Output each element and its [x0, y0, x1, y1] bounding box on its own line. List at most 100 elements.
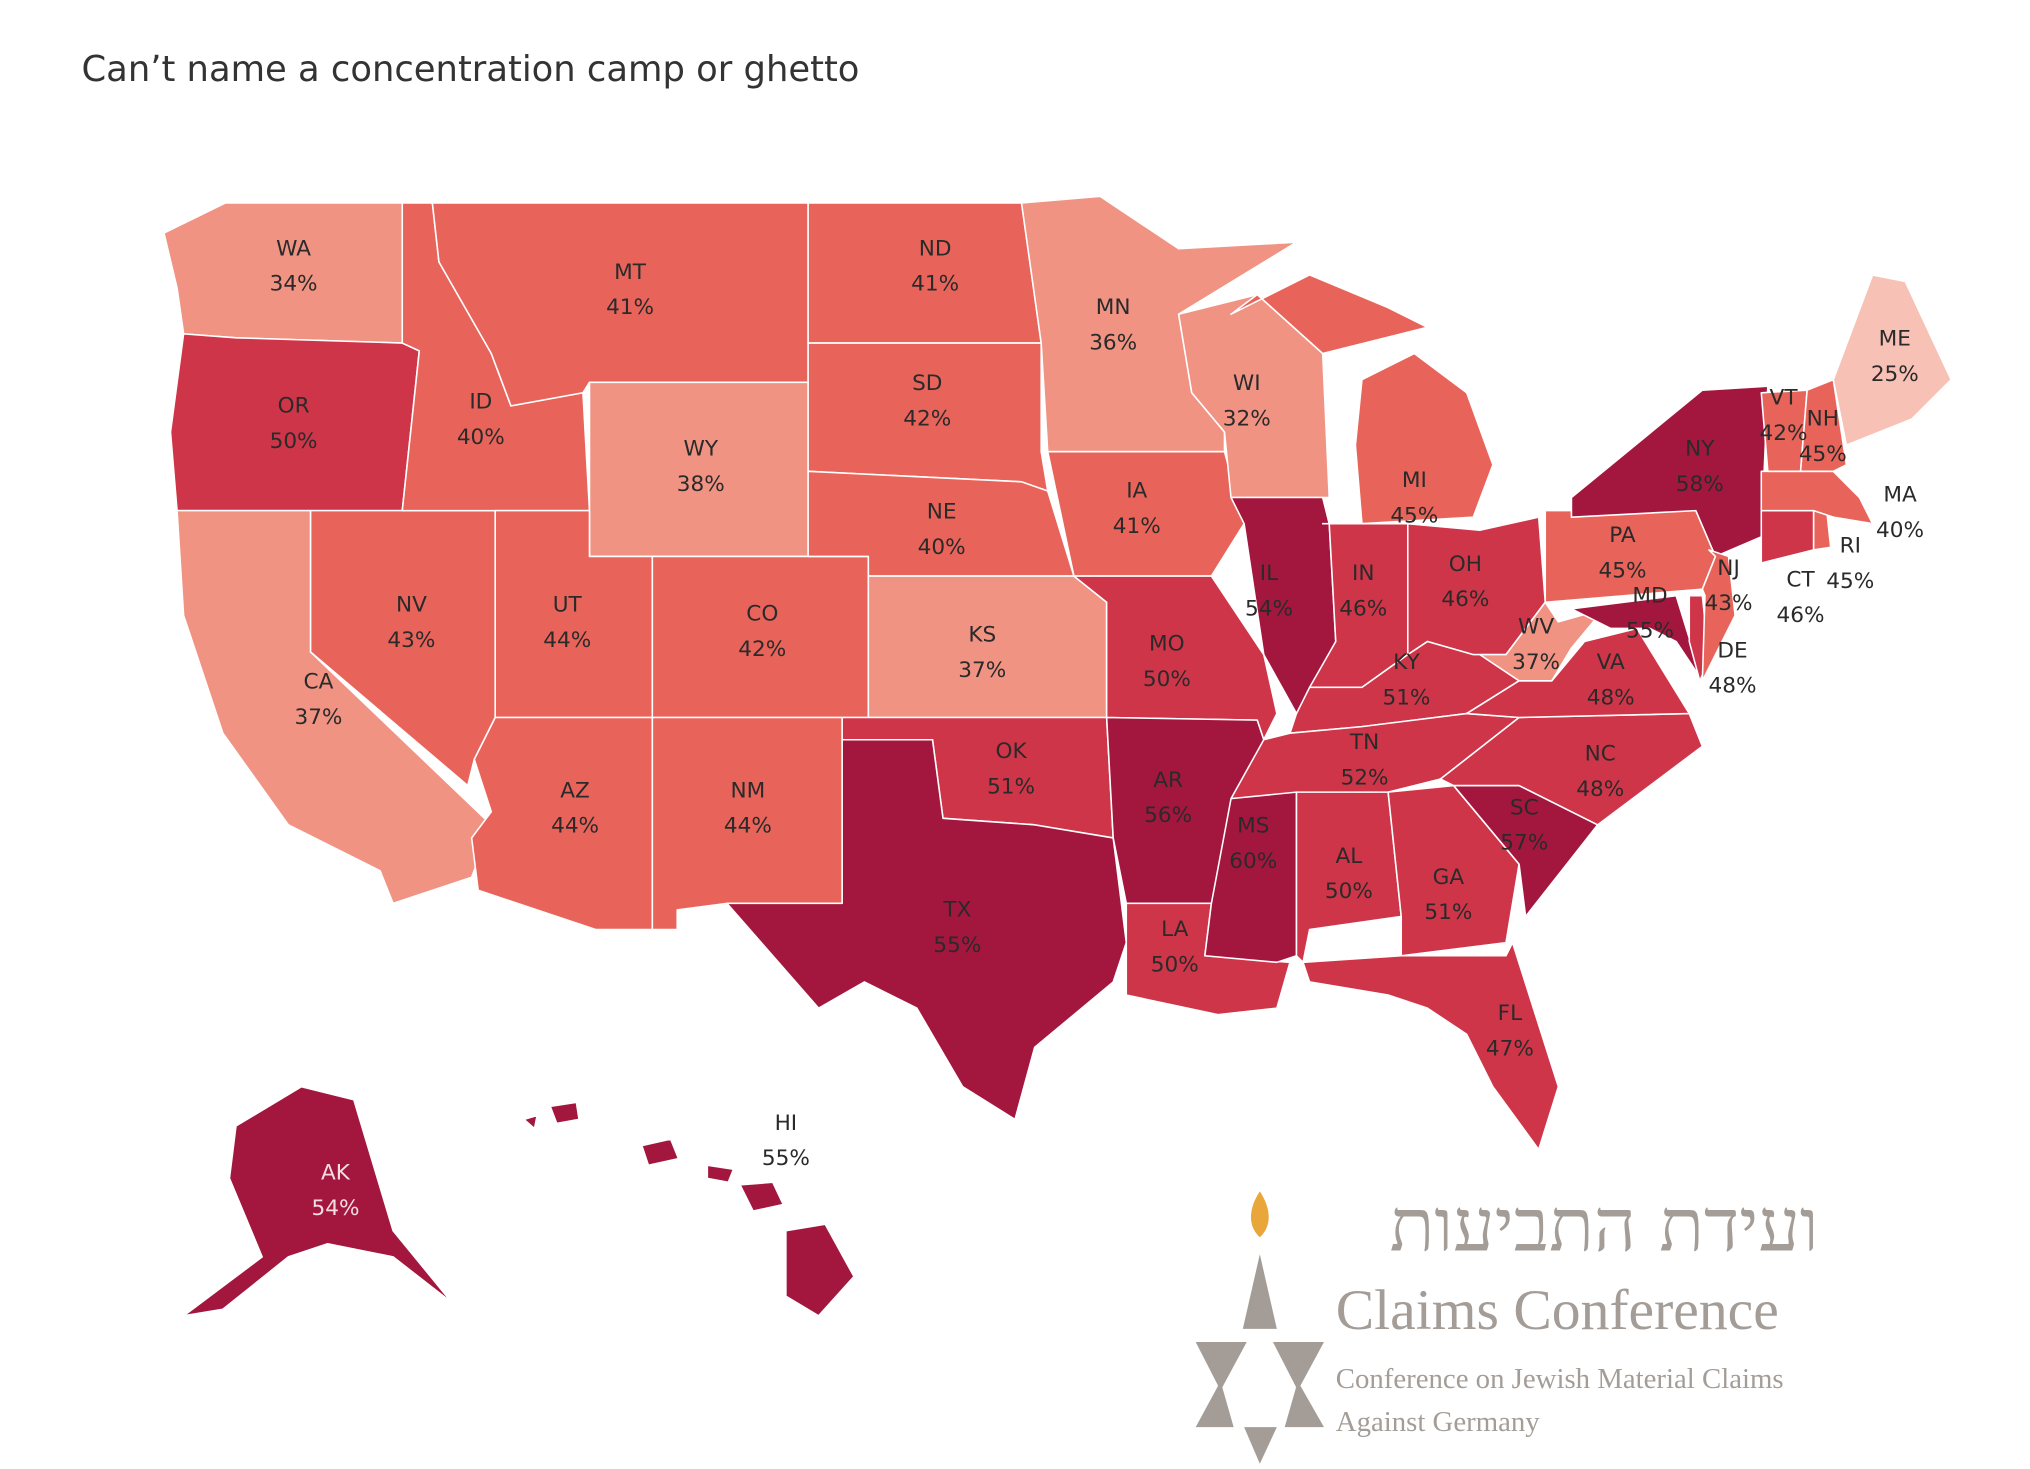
state: [1701, 549, 1736, 682]
value-label: 44%: [543, 628, 591, 653]
state-name: HI: [775, 1111, 798, 1136]
state-name: ME: [1879, 327, 1911, 352]
state: [1799, 378, 1848, 473]
value-label: 32%: [1223, 407, 1271, 432]
state-name: VT: [1770, 386, 1799, 411]
state-name: IL: [1260, 561, 1278, 586]
state-name: MD: [1632, 583, 1667, 608]
state-name: MT: [614, 260, 647, 285]
state: [169, 333, 421, 512]
state-name: NE: [927, 499, 957, 524]
value-label: 52%: [1341, 765, 1389, 790]
state-name: KS: [968, 623, 996, 648]
value-label: 25%: [1871, 362, 1919, 387]
value-label: 48%: [1587, 685, 1635, 710]
star-part: [1195, 1381, 1234, 1428]
value-label: 54%: [1245, 596, 1293, 621]
state-name: CO: [746, 602, 778, 627]
star-part: [1242, 1254, 1277, 1329]
value-label: 37%: [1512, 650, 1560, 675]
state-name: LA: [1161, 917, 1189, 942]
value-label: 55%: [1626, 619, 1674, 644]
value-label: 51%: [1424, 900, 1472, 925]
value-label: 44%: [551, 814, 599, 839]
state-name: MN: [1096, 295, 1131, 320]
state-name: AL: [1335, 844, 1362, 869]
value-label: 41%: [1113, 514, 1161, 539]
value-label: 60%: [1229, 849, 1277, 874]
value-label: 45%: [1390, 503, 1438, 528]
value-label: 55%: [762, 1146, 810, 1171]
value-label: 37%: [958, 658, 1006, 683]
state: [1570, 594, 1704, 682]
star-part: [1244, 1427, 1277, 1464]
state-name: NY: [1685, 437, 1715, 462]
value-label: 37%: [294, 705, 342, 730]
star-part: [1284, 1381, 1324, 1428]
state: [1760, 470, 1874, 525]
value-label: 43%: [1705, 591, 1753, 616]
value-label: 47%: [1486, 1036, 1534, 1061]
state-name: WV: [1518, 615, 1554, 640]
value-label: 51%: [987, 774, 1035, 799]
value-label: 48%: [1708, 674, 1756, 699]
state-name: RI: [1840, 534, 1861, 559]
state: [1760, 509, 1815, 564]
value-label: 38%: [677, 472, 725, 497]
state: [1832, 274, 1952, 446]
value-label: 41%: [606, 295, 654, 320]
value-label: 43%: [387, 628, 435, 653]
star-gap: [1220, 1348, 1298, 1404]
state-name: IN: [1352, 561, 1375, 586]
state-name: SC: [1510, 795, 1539, 820]
logo-name: Claims Conference: [1336, 1279, 1779, 1342]
value-label: 45%: [1599, 558, 1647, 583]
state-name: MI: [1402, 468, 1427, 493]
value-label: 40%: [918, 535, 966, 560]
state-name: IA: [1126, 479, 1147, 504]
logo-subtitle: Conference on Jewish Material Claims: [1336, 1363, 1784, 1395]
state-name: NM: [731, 778, 766, 803]
state-name: ID: [469, 389, 492, 414]
state-name: WA: [276, 236, 311, 261]
value-label: 41%: [911, 272, 959, 297]
state-name: MS: [1237, 814, 1269, 839]
state-name: OH: [1449, 552, 1482, 577]
state-name: CT: [1786, 568, 1815, 593]
state: [726, 738, 1128, 1121]
state-name: VA: [1597, 650, 1625, 675]
state: [1295, 791, 1403, 964]
value-label: 45%: [1826, 569, 1874, 594]
state-name: NV: [396, 592, 427, 617]
state: [523, 1101, 855, 1317]
star-part: [1195, 1342, 1247, 1391]
state-name: ND: [919, 236, 952, 261]
state: [1230, 274, 1494, 525]
state-name: GA: [1433, 865, 1465, 890]
value-label: 42%: [1760, 421, 1808, 446]
value-label: 42%: [738, 637, 786, 662]
flame: [1250, 1191, 1269, 1238]
value-label: 40%: [1876, 518, 1924, 543]
value-label: 56%: [1144, 803, 1192, 828]
value-label: 46%: [1339, 596, 1387, 621]
value-label: 46%: [1441, 587, 1489, 612]
state-name: OR: [278, 393, 310, 418]
state-name: SD: [912, 371, 942, 396]
value-label: 50%: [270, 429, 318, 454]
value-label: 42%: [903, 407, 951, 432]
state: [1302, 941, 1560, 1151]
value-label: 40%: [457, 425, 505, 450]
state: [588, 381, 809, 558]
state-name: CA: [304, 670, 334, 695]
state-name: NH: [1807, 407, 1839, 432]
state-name: FL: [1498, 1001, 1522, 1026]
state-name: MA: [1883, 482, 1917, 507]
value-label: 58%: [1676, 472, 1724, 497]
state-name: MO: [1149, 632, 1185, 657]
logo: ועידת התביעות Claims Conference Conferen…: [1195, 1183, 1819, 1464]
state-name: NC: [1585, 742, 1616, 767]
state: [182, 1085, 453, 1317]
